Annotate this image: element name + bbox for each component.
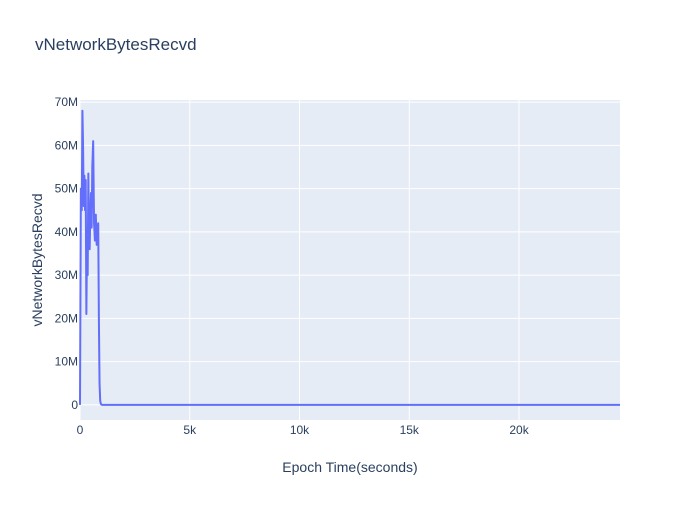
y-tick-label: 70M [55, 95, 78, 109]
y-tick-labels: 0 10M 20M 30M 40M 50M 60M 70M [55, 95, 79, 412]
x-tick-label: 5k [183, 423, 197, 437]
x-tick-labels: 0 5k 10k 15k 20k [77, 423, 530, 437]
chart-title: vNetworkBytesRecvd [35, 35, 197, 54]
y-tick-label: 30M [55, 268, 78, 282]
y-tick-label: 10M [55, 355, 78, 369]
plot-area [80, 100, 620, 420]
y-tick-label: 40M [55, 225, 78, 239]
x-tick-label: 15k [400, 423, 420, 437]
y-tick-label: 0 [71, 398, 78, 412]
series-line [79, 109, 620, 406]
y-tick-label: 60M [55, 138, 78, 152]
x-tick-label: 20k [509, 423, 529, 437]
series-layer [79, 109, 620, 406]
y-tick-label: 20M [55, 311, 78, 325]
y-tick-label: 50M [55, 182, 78, 196]
y-axis-label: vNetworkBytesRecvd [29, 193, 45, 326]
x-axis-label: Epoch Time(seconds) [282, 459, 417, 475]
x-tick-label: 10k [290, 423, 310, 437]
x-tick-label: 0 [77, 423, 84, 437]
